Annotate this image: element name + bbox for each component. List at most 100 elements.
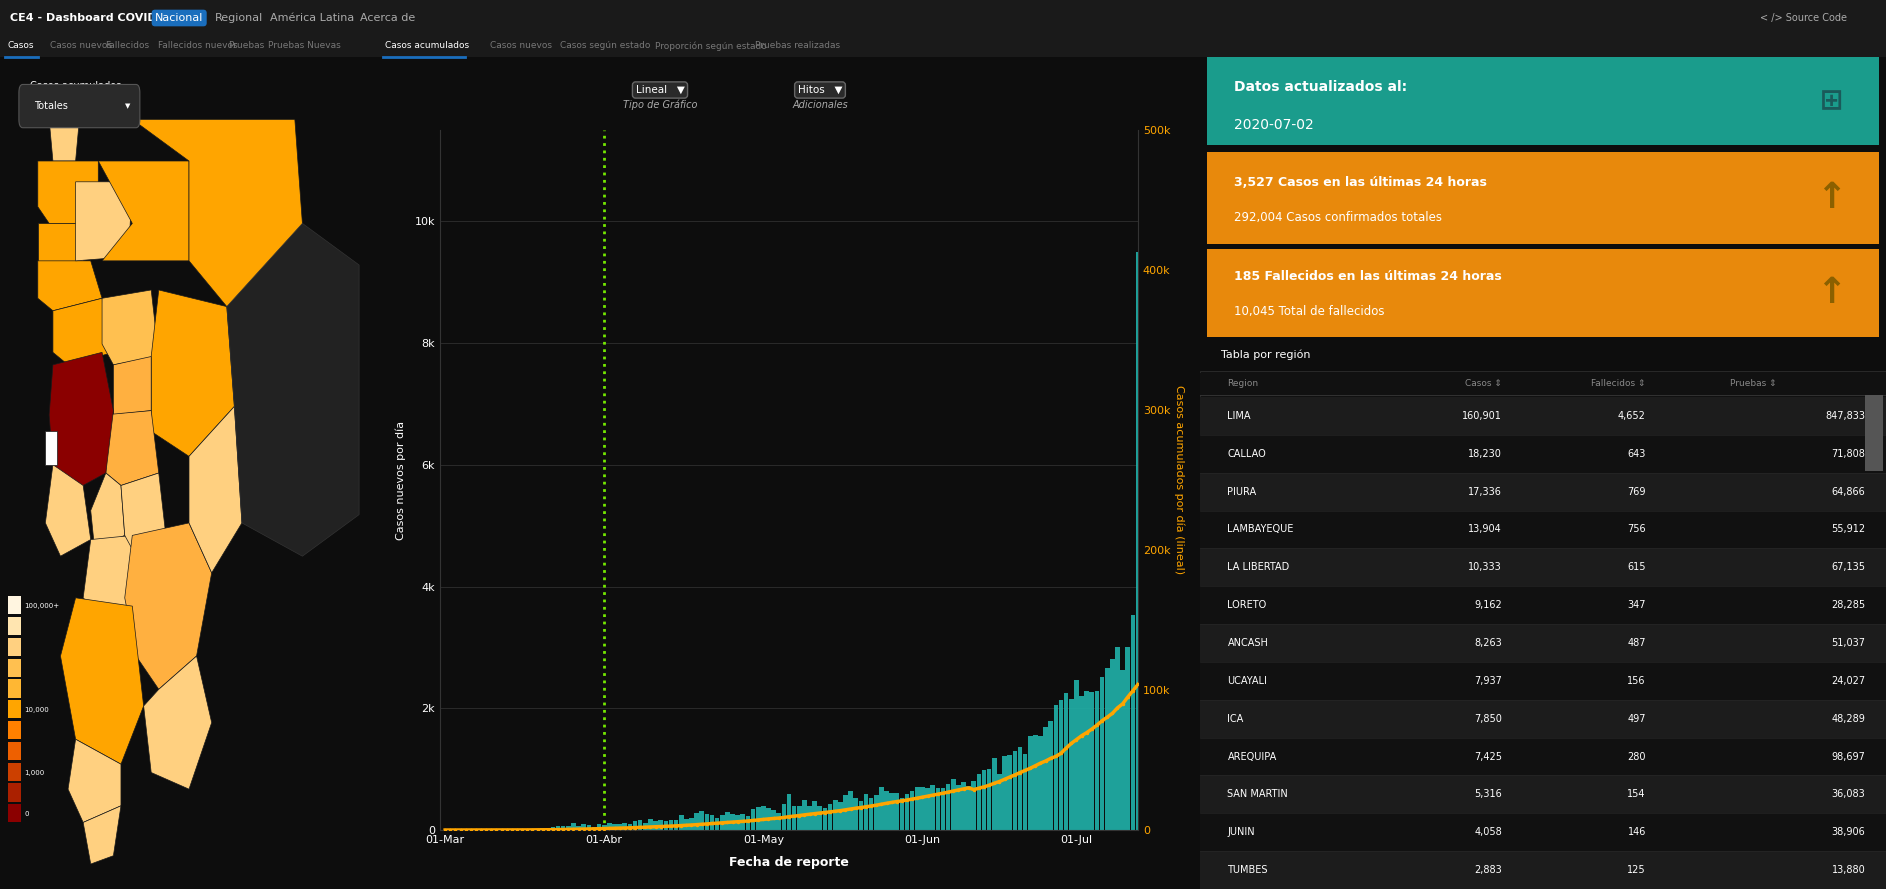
Text: ANCASH: ANCASH <box>1228 638 1267 648</box>
Bar <box>926 788 930 830</box>
Bar <box>694 813 700 830</box>
Text: < /> Source Code: < /> Source Code <box>1760 13 1846 23</box>
Text: 10,333: 10,333 <box>1467 563 1501 573</box>
Bar <box>679 814 683 830</box>
Bar <box>894 793 900 830</box>
Bar <box>596 824 602 830</box>
Polygon shape <box>106 411 158 485</box>
Text: 847,833: 847,833 <box>1826 411 1865 420</box>
Bar <box>581 824 587 830</box>
Bar <box>1028 736 1032 830</box>
Bar <box>1120 670 1124 830</box>
Bar <box>771 810 775 830</box>
Text: Hitos   ▼: Hitos ▼ <box>798 85 843 95</box>
Bar <box>622 823 626 830</box>
Text: Region: Region <box>1228 380 1258 388</box>
Text: Casos acumulados: Casos acumulados <box>385 42 470 51</box>
Bar <box>1865 395 1882 470</box>
Bar <box>536 829 539 830</box>
Bar <box>688 819 694 830</box>
Bar <box>1199 473 1886 510</box>
Bar <box>869 798 873 830</box>
Bar <box>837 802 843 830</box>
Polygon shape <box>53 299 113 364</box>
Bar <box>1135 252 1141 830</box>
Text: LIMA: LIMA <box>1228 411 1250 420</box>
Bar <box>530 829 536 830</box>
Bar <box>724 813 730 830</box>
Bar <box>1199 586 1886 624</box>
Text: 4,058: 4,058 <box>1475 828 1501 837</box>
Polygon shape <box>121 473 166 557</box>
Bar <box>798 806 802 830</box>
Bar <box>8 721 21 740</box>
Bar <box>1199 738 1886 775</box>
Bar <box>900 798 903 830</box>
Bar <box>8 805 21 822</box>
Bar <box>1075 680 1079 830</box>
Bar <box>941 789 945 830</box>
Bar <box>539 829 545 830</box>
Bar <box>966 786 971 830</box>
Text: 487: 487 <box>1628 638 1646 648</box>
Bar <box>998 774 1001 830</box>
Bar <box>945 784 951 830</box>
Text: 24,027: 24,027 <box>1831 676 1865 685</box>
Text: SAN MARTIN: SAN MARTIN <box>1228 789 1288 799</box>
Polygon shape <box>98 161 189 260</box>
Bar <box>1130 615 1135 830</box>
Bar <box>879 787 885 830</box>
Bar <box>781 805 786 830</box>
Bar <box>1064 693 1069 830</box>
Bar <box>962 782 966 830</box>
Bar <box>909 791 915 830</box>
Text: Casos acumulados: Casos acumulados <box>30 81 121 91</box>
Polygon shape <box>38 260 102 311</box>
Text: 18,230: 18,230 <box>1467 449 1501 459</box>
Text: PIURA: PIURA <box>1228 486 1256 497</box>
Bar <box>751 809 756 830</box>
Bar <box>1207 249 1878 337</box>
Bar <box>1037 736 1043 830</box>
Text: Pruebas: Pruebas <box>228 42 264 51</box>
Text: 67,135: 67,135 <box>1831 563 1865 573</box>
Text: Nacional: Nacional <box>155 13 204 23</box>
Y-axis label: Casos acumulados por día (lineal): Casos acumulados por día (lineal) <box>1173 386 1184 574</box>
Text: 5,316: 5,316 <box>1475 789 1501 799</box>
Bar <box>560 826 566 830</box>
Bar <box>736 814 739 830</box>
Polygon shape <box>45 465 91 557</box>
Bar <box>8 659 21 677</box>
Text: 17,336: 17,336 <box>1467 486 1501 497</box>
Polygon shape <box>143 656 211 789</box>
Bar <box>786 794 792 830</box>
Bar <box>1199 371 1886 889</box>
Bar <box>730 813 736 830</box>
FancyBboxPatch shape <box>19 84 140 128</box>
Text: 3,527 Casos en las últimas 24 horas: 3,527 Casos en las últimas 24 horas <box>1233 175 1488 188</box>
Text: LA LIBERTAD: LA LIBERTAD <box>1228 563 1290 573</box>
Bar <box>766 808 771 830</box>
Text: Datos actualizados al:: Datos actualizados al: <box>1233 80 1407 94</box>
Text: Adicionales: Adicionales <box>792 100 849 110</box>
Bar <box>756 806 760 830</box>
Bar <box>741 813 745 830</box>
Bar <box>8 701 21 718</box>
Bar <box>602 824 607 830</box>
Text: 55,912: 55,912 <box>1831 525 1865 534</box>
Bar <box>1126 647 1130 830</box>
Text: Fallecidos nuevos: Fallecidos nuevos <box>158 42 238 51</box>
Polygon shape <box>83 805 121 864</box>
Polygon shape <box>124 523 211 689</box>
Text: Pruebas realizadas: Pruebas realizadas <box>754 42 839 51</box>
Bar <box>802 799 807 830</box>
Polygon shape <box>49 352 113 490</box>
Bar <box>649 819 653 830</box>
Polygon shape <box>45 431 57 465</box>
Bar <box>817 805 822 830</box>
Bar <box>822 808 828 830</box>
Polygon shape <box>189 406 241 573</box>
Text: 347: 347 <box>1628 600 1646 610</box>
Bar <box>613 824 617 830</box>
Polygon shape <box>83 535 143 623</box>
